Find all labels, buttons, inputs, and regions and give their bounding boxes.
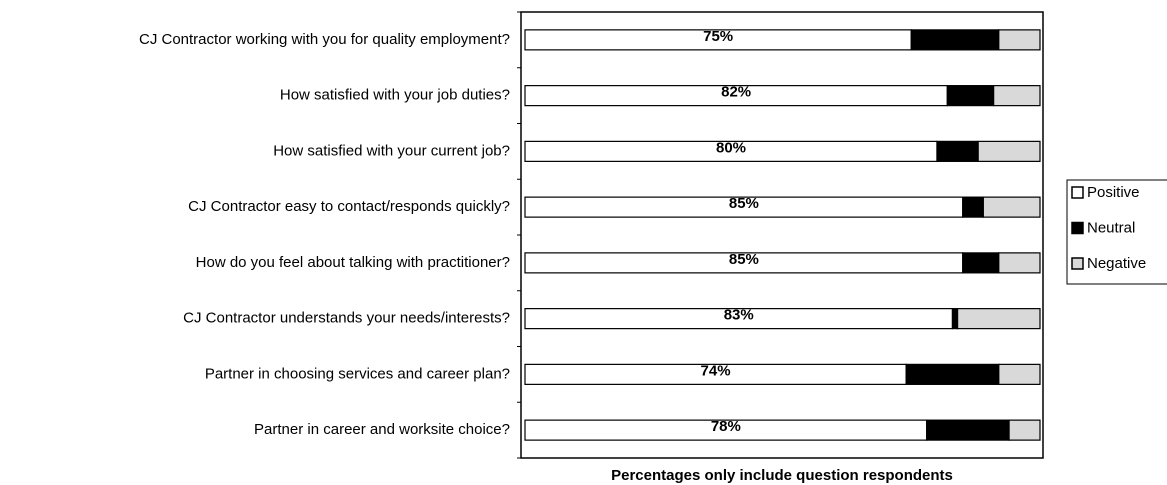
value-label: 85% (729, 251, 759, 268)
y-tick-label: How do you feel about talking with pract… (196, 254, 510, 271)
bar-segment (962, 252, 1000, 274)
bar-segment (962, 196, 984, 218)
bar-segment (998, 363, 1041, 385)
y-tick-label: How satisfied with your current job? (273, 142, 510, 159)
bar-segment (926, 419, 1010, 441)
value-label: 85% (729, 195, 759, 212)
legend-label: Negative (1087, 255, 1146, 272)
legend-label: Positive (1087, 184, 1140, 201)
bar-segment (951, 308, 959, 330)
value-label: 74% (701, 362, 731, 379)
legend-swatch (1071, 221, 1084, 235)
bar-segment (993, 85, 1041, 107)
bar-segment (956, 308, 1041, 330)
bar-segment (936, 140, 979, 162)
legend-label: Neutral (1087, 219, 1135, 236)
value-label: 80% (716, 139, 746, 156)
value-label: 75% (703, 28, 733, 45)
bar-segment (946, 85, 995, 107)
x-axis-title: Percentages only include question respon… (611, 467, 953, 484)
bar-segment (982, 196, 1041, 218)
value-label: 83% (724, 307, 754, 324)
plot-area (520, 11, 1044, 459)
bar-segment (998, 252, 1041, 274)
bar-segment (1008, 419, 1041, 441)
value-label: 78% (711, 418, 741, 435)
y-tick-label: CJ Contractor easy to contact/responds q… (188, 198, 510, 215)
legend-swatch (1071, 186, 1084, 199)
bar-segment (905, 363, 1000, 385)
bar-segment (910, 29, 1000, 51)
bar-segment (977, 140, 1041, 162)
y-tick-label: How satisfied with your job duties? (280, 87, 510, 104)
bar-segment (998, 29, 1041, 51)
y-tick-label: Partner in career and worksite choice? (254, 421, 510, 438)
value-label: 82% (721, 84, 751, 101)
y-tick-label: CJ Contractor working with you for quali… (139, 31, 510, 48)
legend-swatch (1071, 257, 1084, 270)
y-tick-label: Partner in choosing services and career … (205, 365, 510, 382)
y-tick-label: CJ Contractor understands your needs/int… (183, 310, 510, 327)
